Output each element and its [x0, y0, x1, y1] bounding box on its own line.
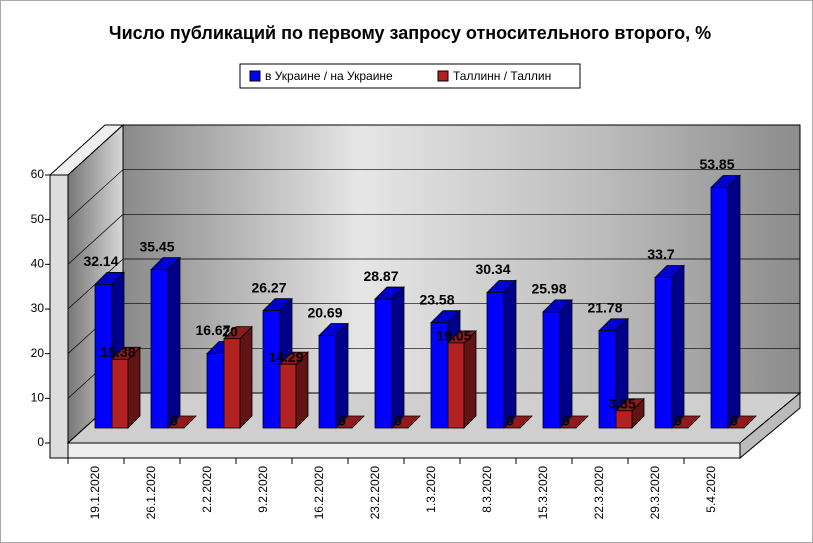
y-tick-label: 0	[37, 435, 44, 449]
bar	[710, 187, 729, 429]
grid-line	[67, 169, 800, 220]
bar	[615, 410, 633, 429]
bar-top	[727, 415, 757, 429]
bar-top	[167, 415, 197, 429]
y-tick-label: 10	[31, 391, 45, 405]
value-label: 20	[222, 323, 238, 339]
value-label: 15.38	[100, 344, 135, 360]
bar-side	[167, 256, 181, 429]
bar	[598, 330, 617, 429]
value-label: 35.45	[139, 238, 174, 254]
value-label: 0	[170, 413, 178, 429]
value-label: 0	[506, 413, 514, 429]
x-tick-label: 9.2.2020	[256, 466, 270, 513]
grid-line	[67, 124, 800, 176]
value-label: 16.67	[195, 322, 230, 338]
value-label: 0	[674, 413, 682, 429]
x-tick-label: 19.1.2020	[88, 466, 102, 520]
legend-swatch	[437, 70, 449, 82]
x-tick-label: 26.1.2020	[144, 466, 158, 520]
bar-side	[239, 325, 253, 429]
bar	[111, 358, 129, 429]
value-label: 26.27	[251, 279, 286, 295]
y-tick-label: 50	[31, 212, 45, 226]
bar	[279, 363, 297, 429]
grid-line	[67, 258, 800, 310]
x-tick-label: 5.4.2020	[704, 466, 718, 513]
value-label: 3.85	[608, 396, 635, 412]
legend-label: в Украине / на Украине	[265, 69, 393, 83]
bar-top	[335, 415, 365, 429]
value-label: 33.7	[647, 246, 674, 262]
value-label: 32.14	[83, 253, 118, 269]
value-label: 28.87	[363, 268, 398, 284]
value-label: 23.58	[419, 291, 454, 307]
bar	[374, 298, 393, 429]
y-tick-label: 20	[31, 346, 45, 360]
bar-side	[559, 298, 573, 429]
bar-side	[727, 174, 741, 429]
bar	[150, 269, 169, 429]
legend-label: Таллинн / Таллин	[453, 69, 551, 83]
bar-side	[671, 264, 685, 429]
bar	[206, 353, 225, 429]
value-label: 21.78	[587, 299, 622, 315]
bar-top	[503, 415, 533, 429]
floor-front	[67, 442, 741, 459]
y-tick-label: 60	[31, 167, 45, 181]
x-tick-label: 22.3.2020	[592, 466, 606, 520]
bar-side	[503, 279, 517, 429]
value-label: 19.05	[436, 328, 471, 344]
value-label: 0	[338, 413, 346, 429]
value-label: 25.98	[531, 281, 566, 297]
x-tick-label: 1.3.2020	[424, 466, 438, 513]
bar	[542, 311, 561, 429]
x-tick-label: 2.2.2020	[200, 466, 214, 513]
value-label: 0	[394, 413, 402, 429]
floor-side	[739, 391, 801, 460]
y-tick-label: 30	[31, 301, 45, 315]
bar-side	[391, 286, 405, 429]
bar-top	[391, 415, 421, 429]
value-label: 0	[562, 413, 570, 429]
bar-side	[463, 329, 477, 429]
bar	[447, 342, 465, 429]
value-label: 0	[730, 413, 738, 429]
bar	[262, 310, 281, 429]
bar	[318, 335, 337, 429]
bar	[223, 338, 241, 429]
chart-title: Число публикаций по первому запросу отно…	[109, 23, 711, 43]
x-tick-label: 8.3.2020	[480, 466, 494, 513]
bar	[94, 284, 113, 429]
bar	[654, 277, 673, 429]
value-label: 53.85	[699, 156, 734, 172]
bar-top	[671, 415, 701, 429]
x-tick-label: 29.3.2020	[648, 466, 662, 520]
x-tick-label: 15.3.2020	[536, 466, 550, 520]
value-label: 14.29	[268, 349, 303, 365]
x-tick-label: 23.2.2020	[368, 466, 382, 520]
y-tick-label: 40	[31, 257, 45, 271]
legend-swatch	[249, 70, 261, 82]
x-tick-label: 16.2.2020	[312, 466, 326, 520]
legend	[239, 63, 581, 89]
value-label: 30.34	[475, 261, 510, 277]
grid-line	[67, 213, 800, 265]
bar-top	[559, 415, 589, 429]
left-wall-front	[49, 174, 69, 459]
value-label: 20.69	[307, 304, 342, 320]
bar	[486, 292, 505, 429]
